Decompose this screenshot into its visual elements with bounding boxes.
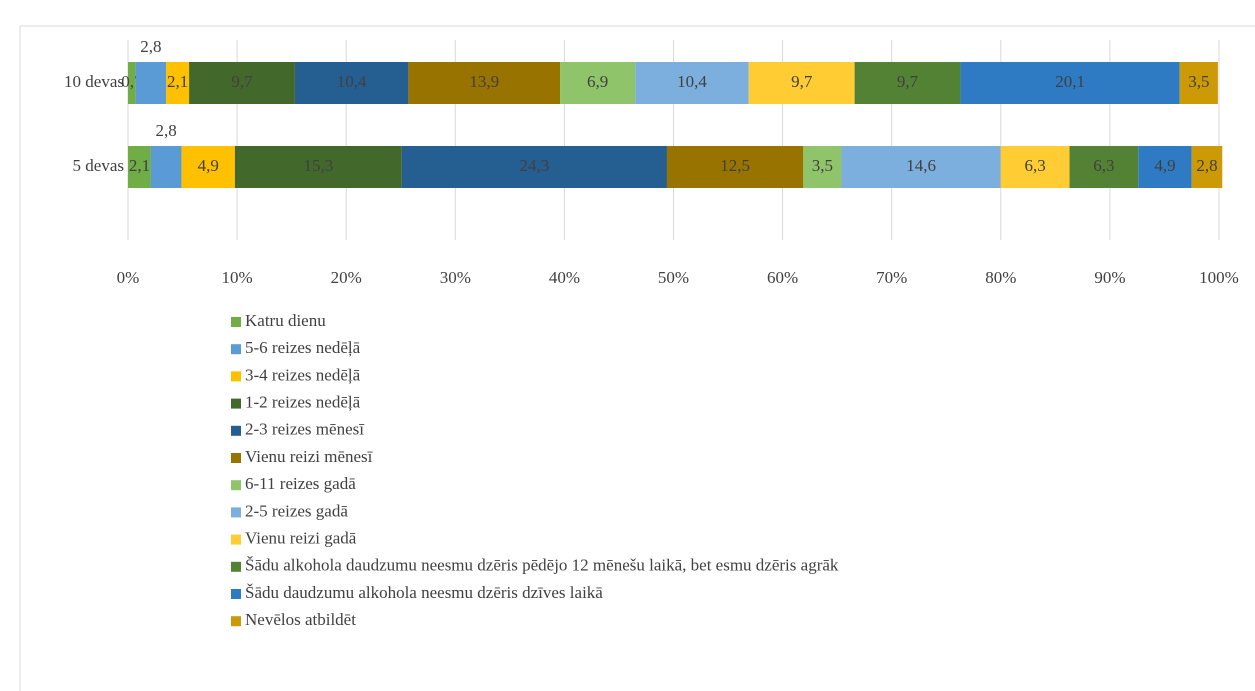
legend-label: 2-3 reizes mēnesī (245, 420, 364, 439)
data-label: 9,7 (897, 72, 919, 91)
bar-segment (166, 62, 190, 104)
legend-swatch (231, 616, 241, 627)
bar-segment (1179, 62, 1218, 104)
legend-label: 2-5 reizes gadā (245, 501, 348, 520)
bar-segment (1191, 146, 1223, 188)
data-label: 6,3 (1093, 156, 1114, 175)
bar-segment (401, 146, 667, 188)
legend-swatch (231, 317, 241, 327)
bar-segment (128, 62, 136, 104)
x-tick-label: 100% (1199, 268, 1239, 287)
x-tick-label: 80% (985, 268, 1016, 287)
bar-segment (960, 62, 1180, 104)
y-tick-label: 5 devas (73, 156, 124, 175)
data-label: 2,8 (140, 37, 161, 56)
bar-segment (189, 62, 295, 104)
legend-swatch (231, 453, 241, 463)
legend-swatch (231, 534, 241, 545)
bar-segment (135, 62, 167, 104)
legend-swatch (231, 507, 241, 518)
bar-segment (803, 146, 842, 188)
data-label: 6,9 (587, 72, 608, 91)
data-label: 9,7 (231, 72, 253, 91)
legend-swatch (231, 589, 241, 599)
legend-label: 6-11 reizes gadā (245, 474, 356, 493)
data-label: 9,7 (791, 72, 813, 91)
legend-label: Šādu alkohola daudzumu neesmu dzēris pēd… (245, 556, 839, 575)
x-tick-label: 10% (222, 268, 253, 287)
bar-segment (181, 146, 235, 188)
bar-segment (234, 146, 402, 188)
x-tick-label: 20% (331, 268, 362, 287)
legend-label: 1-2 reizes nedēļā (245, 393, 361, 412)
y-tick-label: 10 devas (64, 72, 124, 91)
x-tick-label: 0% (117, 268, 140, 287)
data-label: 13,9 (469, 72, 499, 91)
bar-segment (1138, 146, 1192, 188)
legend-label: 3-4 reizes nedēļā (245, 365, 361, 384)
data-label: 4,9 (198, 156, 219, 175)
data-label: 4,9 (1154, 156, 1175, 175)
legend-swatch (231, 344, 241, 355)
x-tick-label: 30% (440, 268, 471, 287)
bar-segment (294, 62, 409, 104)
legend-swatch (231, 371, 241, 382)
data-label: 15,3 (304, 156, 334, 175)
data-label: 2,8 (1196, 156, 1217, 175)
bar-segment (854, 62, 961, 104)
x-tick-label: 50% (658, 268, 689, 287)
legend-label: Vienu reizi mēnesī (245, 447, 373, 466)
bar-segment (666, 146, 804, 188)
legend-label: 5-6 reizes nedēļā (245, 338, 361, 357)
data-label: 2,8 (156, 121, 177, 140)
data-label: 2,1 (129, 156, 150, 175)
legend-label: Vienu reizi gadā (245, 529, 357, 548)
data-label: 12,5 (720, 156, 750, 175)
bar-segment (748, 62, 855, 104)
bar-segment (560, 62, 636, 104)
legend-label: Šādu daudzumu alkohola neesmu dzēris dzī… (245, 583, 603, 602)
x-tick-label: 90% (1094, 268, 1125, 287)
bar-segment (150, 146, 182, 188)
bar-segment (408, 62, 561, 104)
data-label: 2,1 (167, 72, 188, 91)
legend-label: Katru dienu (245, 311, 326, 330)
data-label: 10,4 (677, 72, 707, 91)
data-label: 6,3 (1025, 156, 1046, 175)
bar-segment (841, 146, 1001, 188)
legend-swatch (231, 425, 241, 436)
bar-segment (1069, 146, 1139, 188)
data-label: 20,1 (1055, 72, 1085, 91)
x-tick-label: 40% (549, 268, 580, 287)
bar-segment (1000, 146, 1070, 188)
x-tick-label: 70% (876, 268, 907, 287)
data-label: 10,4 (337, 72, 367, 91)
bar-segment (128, 146, 151, 188)
data-label: 24,3 (520, 156, 550, 175)
bar-segment (635, 62, 749, 104)
legend-swatch (231, 480, 241, 491)
data-label: 3,5 (1188, 72, 1209, 91)
legend-swatch (231, 398, 241, 409)
data-label: 3,5 (812, 156, 833, 175)
legend-label: Nevēlos atbildēt (245, 610, 356, 629)
x-tick-label: 60% (767, 268, 798, 287)
data-label: 14,6 (906, 156, 936, 175)
legend-swatch (231, 561, 241, 572)
